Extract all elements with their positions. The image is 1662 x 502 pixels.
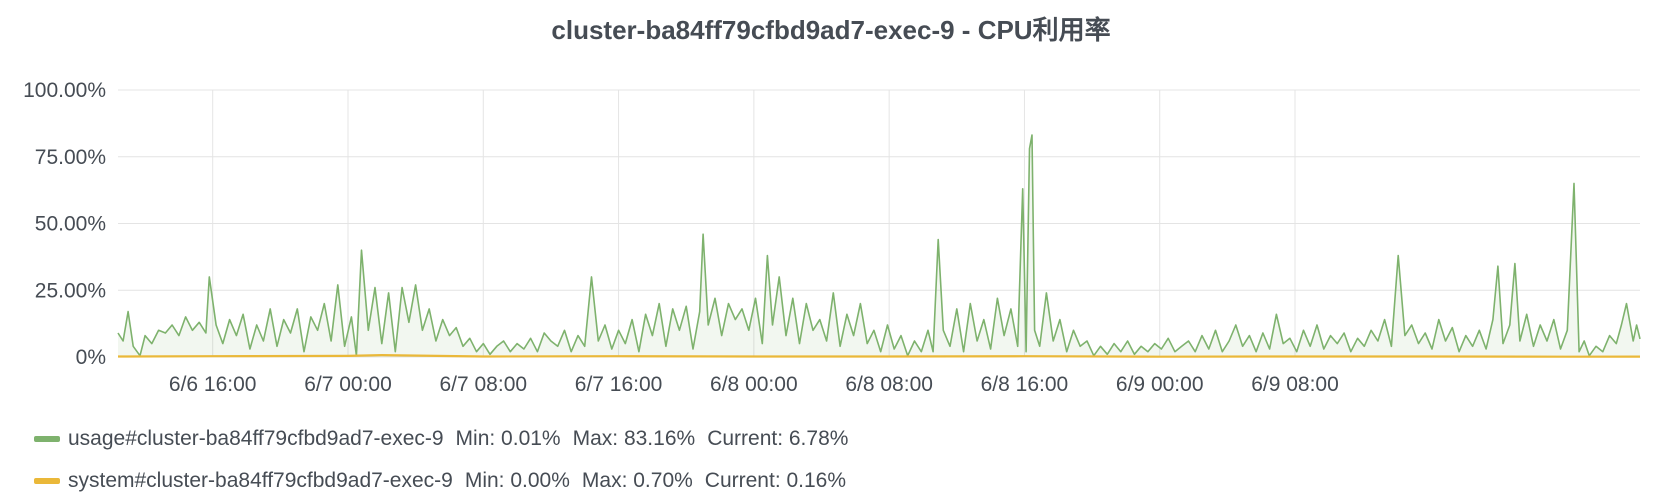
legend-item-usage[interactable]: usage#cluster-ba84ff79cfbd9ad7-exec-9 Mi… [34,418,860,460]
usage-series-line [117,134,1641,357]
y-tick-label: 25.00% [35,279,106,302]
y-axis: 0% 25.00% 50.00% 75.00% 100.00% [23,79,106,369]
x-tick-label: 6/6 16:00 [169,373,257,396]
y-tick-label: 100.00% [23,79,106,102]
legend-series-name: system#cluster-ba84ff79cfbd9ad7-exec-9 [68,469,453,492]
x-tick-label: 6/7 08:00 [439,373,527,396]
y-tick-label: 50.00% [35,213,106,236]
x-axis: 6/6 16:00 6/7 00:00 6/7 08:00 6/7 16:00 6/8 … [169,373,1339,396]
chart-plot[interactable]: 0% 25.00% 50.00% 75.00% 100.00% 6/6 16:00 6/7… [0,0,1662,418]
usage-area [118,135,1640,357]
y-tick-label: 0% [76,346,106,369]
legend-series-name: usage#cluster-ba84ff79cfbd9ad7-exec-9 [68,427,444,450]
system-series-line [117,354,1641,358]
system-swatch [34,478,60,484]
legend-min: Min: 0.01% [455,427,561,450]
legend-current: Current: 6.78% [707,427,849,450]
x-tick-label: 6/8 00:00 [710,373,798,396]
legend-item-system[interactable]: system#cluster-ba84ff79cfbd9ad7-exec-9 M… [34,460,860,502]
legend-current: Current: 0.16% [704,469,847,492]
legend-max: Max: 0.70% [581,469,693,492]
series-layer [117,134,1641,358]
grid [118,89,1640,358]
x-tick-label: 6/9 08:00 [1251,373,1339,396]
chart-title: cluster-ba84ff79cfbd9ad7-exec-9 - CPU利用率 [551,15,1111,45]
legend-max: Max: 83.16% [572,427,696,450]
legend-min: Min: 0.00% [464,469,570,492]
x-tick-label: 6/7 00:00 [304,373,392,396]
legend: usage#cluster-ba84ff79cfbd9ad7-exec-9 Mi… [34,418,860,502]
x-tick-label: 6/7 16:00 [575,373,663,396]
x-tick-label: 6/8 08:00 [845,373,933,396]
x-tick-label: 6/9 00:00 [1116,373,1204,396]
usage-swatch [34,436,60,442]
y-tick-label: 75.00% [35,146,106,169]
x-tick-label: 6/8 16:00 [981,373,1069,396]
